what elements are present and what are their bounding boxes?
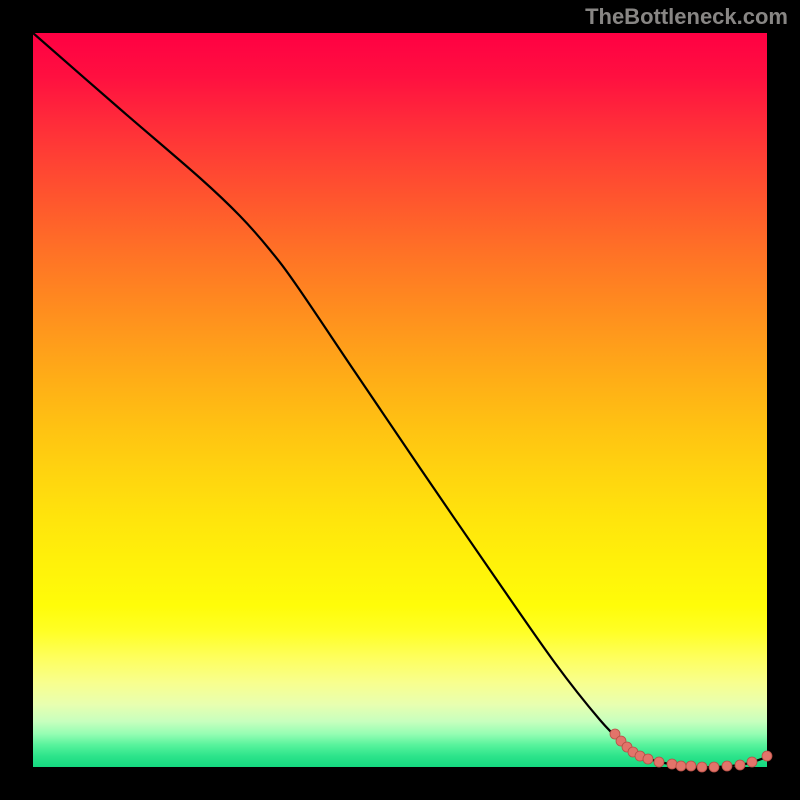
watermark-text: TheBottleneck.com bbox=[585, 4, 788, 30]
data-point bbox=[676, 761, 686, 771]
data-point bbox=[654, 757, 664, 767]
data-point bbox=[697, 762, 707, 772]
data-point bbox=[762, 751, 772, 761]
chart-root: TheBottleneck.com bbox=[0, 0, 800, 800]
data-point bbox=[686, 761, 696, 771]
data-point bbox=[643, 754, 653, 764]
chart-canvas bbox=[0, 0, 800, 800]
data-point bbox=[747, 757, 757, 767]
data-point bbox=[722, 761, 732, 771]
data-point bbox=[667, 759, 677, 769]
data-point bbox=[709, 762, 719, 772]
data-point bbox=[735, 760, 745, 770]
plot-background bbox=[33, 33, 767, 767]
